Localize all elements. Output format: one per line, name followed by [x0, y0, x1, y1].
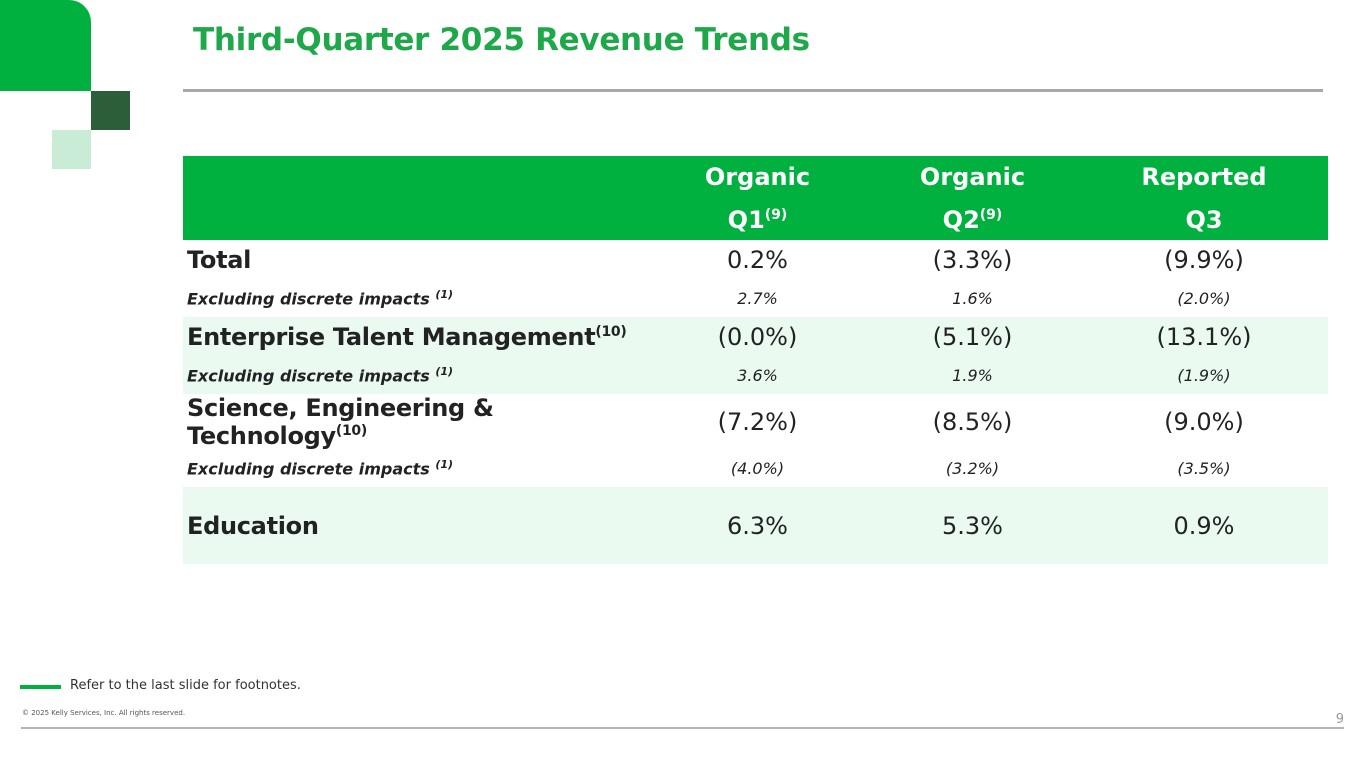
cell-q2: 5.3%	[942, 511, 1003, 540]
row-science-engineering-technology: Science, Engineering & Technology(10) (7…	[183, 394, 1328, 450]
revenue-table: Organic Q1(9) Organic Q2(9) Reported Q3 Tot…	[183, 156, 1328, 564]
cell-q3: (2.0%)	[1177, 289, 1231, 308]
row-education: Education 6.3% 5.3% 0.9%	[183, 487, 1328, 564]
cell-q3: (9.0%)	[1164, 408, 1244, 436]
slide-title: Third-Quarter 2025 Revenue Trends	[193, 22, 810, 58]
footnote-accent-bar	[20, 685, 61, 689]
cell-q3: (13.1%)	[1156, 323, 1252, 351]
header-blank	[183, 156, 650, 240]
header-reported-q3: Reported Q3	[1141, 162, 1267, 234]
row-label: Education	[187, 511, 319, 540]
cell-q2: (3.3%)	[932, 246, 1013, 274]
cell-q1: 0.2%	[727, 246, 788, 274]
title-divider	[183, 89, 1323, 92]
corner-square-large	[0, 0, 91, 91]
header-organic-q1: Organic Q1(9)	[704, 162, 811, 234]
header-organic-q2: Organic Q2(9)	[919, 162, 1026, 234]
footer-divider	[21, 727, 1344, 729]
page-number: 9	[1335, 712, 1344, 727]
cell-q3: (3.5%)	[1177, 459, 1231, 478]
cell-q2: 1.9%	[952, 366, 993, 385]
copyright-text: © 2025 Kelly Services, Inc. All rights r…	[22, 709, 186, 717]
cell-q2: (8.5%)	[932, 408, 1013, 436]
row-enterprise-talent-management: Enterprise Talent Management(10) (0.0%) …	[183, 317, 1328, 357]
cell-q3: 0.9%	[1173, 511, 1235, 540]
row-label: Science, Engineering & Technology(10)	[187, 394, 494, 450]
cell-q1: 2.7%	[737, 289, 778, 308]
table-header-row: Organic Q1(9) Organic Q2(9) Reported Q3	[183, 156, 1328, 240]
cell-q2: (3.2%)	[945, 459, 1000, 478]
cell-q3: (9.9%)	[1164, 246, 1244, 274]
corner-square-light	[52, 130, 91, 169]
row-label: Excluding discrete impacts (1)	[187, 288, 454, 309]
row-label: Enterprise Talent Management(10)	[187, 323, 627, 351]
cell-q2: (5.1%)	[932, 323, 1013, 351]
row-etm-excluding: Excluding discrete impacts (1) 3.6% 1.9%…	[183, 357, 1328, 394]
row-label: Excluding discrete impacts (1)	[187, 365, 454, 386]
row-label: Total	[187, 246, 252, 274]
footnote-text: Refer to the last slide for footnotes.	[70, 678, 301, 693]
cell-q1: (0.0%)	[717, 323, 798, 351]
cell-q3: (1.9%)	[1177, 366, 1231, 385]
row-set-excluding: Excluding discrete impacts (1) (4.0%) (3…	[183, 450, 1328, 487]
cell-q1: 3.6%	[737, 366, 778, 385]
corner-square-dark	[91, 91, 130, 130]
row-total: Total 0.2% (3.3%) (9.9%)	[183, 240, 1328, 280]
cell-q1: (4.0%)	[730, 459, 785, 478]
row-total-excluding: Excluding discrete impacts (1) 2.7% 1.6%…	[183, 280, 1328, 317]
cell-q1: (7.2%)	[717, 408, 798, 436]
cell-q1: 6.3%	[727, 511, 788, 540]
row-label: Excluding discrete impacts (1)	[187, 458, 454, 479]
cell-q2: 1.6%	[952, 289, 993, 308]
